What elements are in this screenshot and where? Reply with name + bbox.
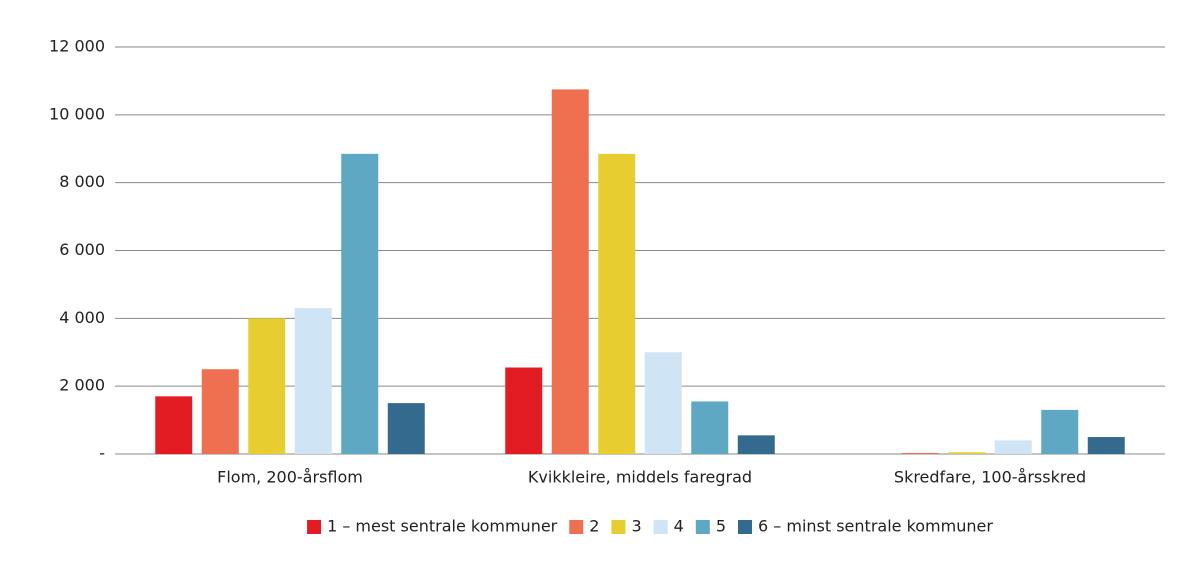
bar bbox=[901, 452, 939, 454]
bar bbox=[294, 308, 332, 454]
legend-swatch bbox=[611, 520, 626, 534]
x-tick-label: Flom, 200-årsflom bbox=[217, 468, 363, 487]
y-tick-label: 2 000 bbox=[59, 376, 105, 395]
bar bbox=[341, 153, 379, 454]
legend-label: 4 bbox=[674, 517, 684, 536]
x-tick-label: Skredfare, 100-årsskred bbox=[894, 468, 1086, 487]
bar bbox=[387, 403, 425, 454]
y-tick-label: 8 000 bbox=[59, 172, 105, 191]
bar bbox=[505, 367, 543, 454]
bar bbox=[737, 435, 775, 454]
legend-label: 1 – mest sentrale kommuner bbox=[327, 517, 558, 536]
bar bbox=[1041, 409, 1079, 454]
bar bbox=[948, 452, 986, 454]
y-tick-label: 10 000 bbox=[49, 104, 105, 123]
bar bbox=[551, 89, 589, 454]
legend-swatch bbox=[569, 520, 584, 534]
y-tick-label: 4 000 bbox=[59, 308, 105, 327]
legend-label: 2 bbox=[589, 517, 599, 536]
legend-swatch bbox=[695, 520, 710, 534]
bar bbox=[248, 318, 286, 454]
legend-label: 6 – minst sentrale kommuner bbox=[758, 517, 993, 536]
x-tick-label: Kvikkleire, middels faregrad bbox=[528, 468, 752, 487]
legend-swatch bbox=[307, 520, 322, 534]
bar bbox=[598, 153, 636, 454]
bar bbox=[994, 440, 1032, 454]
bar bbox=[155, 396, 193, 454]
bar bbox=[691, 401, 729, 454]
legend-swatch bbox=[738, 520, 752, 534]
bar bbox=[201, 369, 239, 454]
legend-swatch bbox=[653, 520, 668, 534]
legend-label: 5 bbox=[716, 517, 726, 536]
y-tick-label: 6 000 bbox=[59, 240, 105, 259]
legend-label: 3 bbox=[631, 517, 641, 536]
bar bbox=[1087, 437, 1125, 454]
y-tick-label: 12 000 bbox=[49, 37, 105, 56]
bar bbox=[644, 352, 682, 454]
y-tick-label: - bbox=[99, 444, 105, 463]
